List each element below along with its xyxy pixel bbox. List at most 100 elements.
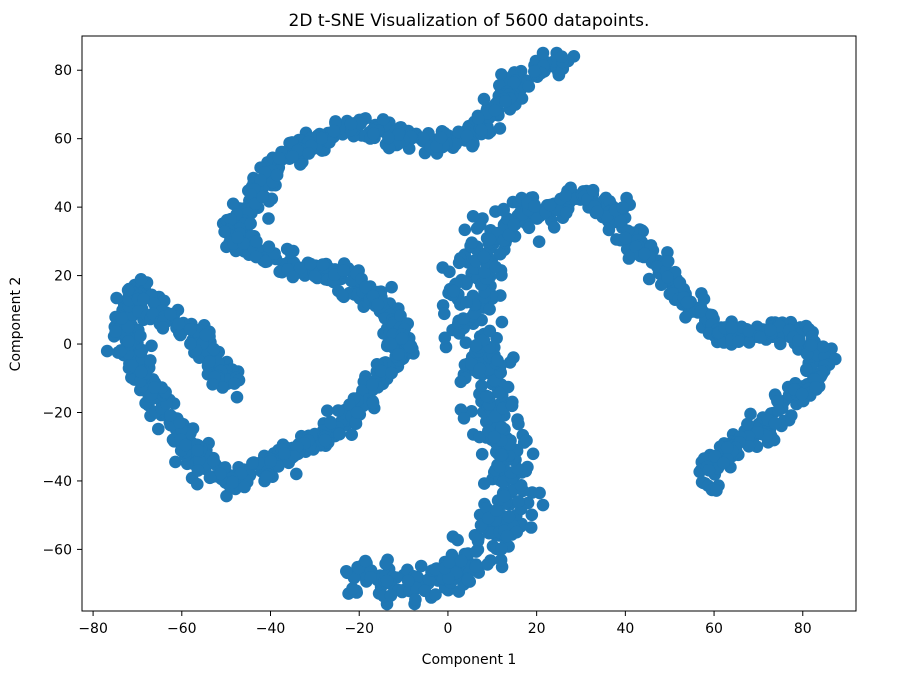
y-axis: −60 −40 −20 0 20 40 60 80 <box>42 63 82 558</box>
scatter-points <box>100 46 842 611</box>
scatter-point <box>792 334 805 347</box>
scatter-point <box>483 303 496 316</box>
scatter-point <box>524 521 538 534</box>
scatter-point <box>145 339 158 353</box>
scatter-point <box>359 280 372 294</box>
scatter-point <box>280 242 294 256</box>
scatter-point <box>121 283 135 297</box>
scatter-point <box>230 390 244 404</box>
scatter-point <box>661 254 675 268</box>
scatter-point <box>366 396 380 410</box>
scatter-point <box>742 336 756 349</box>
scatter-point <box>359 554 372 568</box>
y-tick-label: 0 <box>63 337 72 353</box>
scatter-point <box>438 331 452 345</box>
scatter-point <box>262 240 276 253</box>
scatter-point <box>392 348 405 361</box>
scatter-point <box>331 404 345 417</box>
scatter-point <box>638 247 651 261</box>
scatter-point <box>800 363 813 376</box>
scatter-point <box>771 395 784 408</box>
scatter-point <box>270 168 284 182</box>
scatter-point <box>495 421 509 434</box>
scatter-point <box>466 139 479 153</box>
scatter-point <box>371 298 385 311</box>
scatter-point <box>774 337 787 351</box>
scatter-point <box>809 381 822 394</box>
scatter-point <box>533 486 546 500</box>
scatter-point <box>487 430 501 444</box>
scatter-point <box>488 104 502 117</box>
scatter-point <box>367 127 380 141</box>
y-tick-label: −20 <box>42 405 72 421</box>
scatter-point <box>442 555 456 569</box>
scatter-point <box>673 276 687 290</box>
y-tick-label: 60 <box>54 132 72 148</box>
scatter-point <box>429 563 442 576</box>
scatter-point <box>384 589 398 602</box>
scatter-point <box>526 447 540 461</box>
scatter-point <box>246 456 259 470</box>
scatter-point <box>460 129 474 143</box>
scatter-point <box>457 312 470 325</box>
scatter-point <box>199 328 212 342</box>
y-axis-label: Component 2 <box>8 277 24 372</box>
scatter-point <box>708 449 722 463</box>
scatter-point <box>327 124 341 138</box>
scatter-point <box>304 257 317 271</box>
scatter-point <box>380 574 394 588</box>
scatter-point <box>491 354 504 367</box>
scatter-point <box>494 553 508 567</box>
scatter-point <box>256 190 269 204</box>
scatter-point <box>555 50 569 63</box>
scatter-point <box>590 205 604 219</box>
scatter-point <box>148 381 161 394</box>
scatter-point <box>259 255 272 269</box>
scatter-point <box>382 131 395 145</box>
scatter-point <box>172 317 186 331</box>
scatter-point <box>482 511 495 525</box>
scatter-point <box>742 324 756 338</box>
scatter-point <box>220 489 233 503</box>
scatter-point <box>294 158 307 171</box>
scatter-point <box>366 378 379 392</box>
scatter-point <box>278 447 291 460</box>
scatter-point <box>614 214 627 228</box>
scatter-point <box>379 557 392 571</box>
scatter-point <box>520 434 533 447</box>
plot-area-frame <box>81 35 857 612</box>
scatter-point <box>350 406 364 419</box>
x-tick-label: −60 <box>167 621 197 637</box>
scatter-point <box>191 444 204 457</box>
scatter-point <box>272 151 286 165</box>
scatter-point <box>505 399 519 413</box>
scatter-point <box>458 223 472 237</box>
scatter-point <box>321 404 334 418</box>
scatter-point <box>679 311 692 324</box>
scatter-point <box>293 261 307 275</box>
scatter-point <box>495 542 508 556</box>
scatter-point <box>522 221 536 235</box>
scatter-point <box>376 113 390 126</box>
scatter-point <box>461 573 475 587</box>
scatter-point <box>480 389 494 403</box>
scatter-point <box>401 574 415 588</box>
scatter-point <box>488 410 502 423</box>
scatter-point <box>110 291 123 305</box>
scatter-point <box>772 404 785 417</box>
scatter-point <box>216 381 229 394</box>
scatter-point <box>409 593 422 606</box>
scatter-point <box>179 438 192 452</box>
scatter-point <box>114 344 128 357</box>
scatter-point <box>478 477 491 490</box>
scatter-point <box>720 441 734 455</box>
scatter-point <box>264 455 277 468</box>
y-tick-label: −40 <box>42 474 72 490</box>
scatter-point <box>184 337 197 351</box>
scatter-point <box>174 328 187 342</box>
scatter-point <box>324 416 338 430</box>
scatter-point <box>680 296 694 309</box>
scatter-point <box>460 276 474 289</box>
scatter-point <box>493 247 507 261</box>
x-tick-label: 20 <box>528 621 546 637</box>
